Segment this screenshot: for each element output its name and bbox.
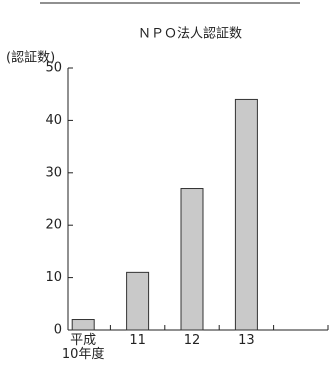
bar [126, 271, 150, 331]
y-tick-label: 30 [45, 165, 62, 180]
x-tick-label: 12 [183, 333, 201, 348]
bar [180, 188, 204, 331]
bar [234, 98, 258, 331]
y-tick-label: 20 [45, 218, 62, 233]
bar [71, 319, 95, 331]
chart-title: ＮＰＯ法人認証数 [138, 26, 242, 42]
y-tick-label: 40 [45, 113, 62, 128]
y-tick-label: 0 [54, 323, 62, 338]
x-tick-label: 13 [238, 333, 255, 348]
y-tick-label: 50 [45, 61, 62, 76]
x-tick-label: 平成 10年度 [61, 333, 105, 362]
y-axis-label: (認証数) [6, 50, 55, 66]
x-tick-label: 11 [129, 333, 146, 348]
y-tick-label: 10 [45, 270, 62, 285]
